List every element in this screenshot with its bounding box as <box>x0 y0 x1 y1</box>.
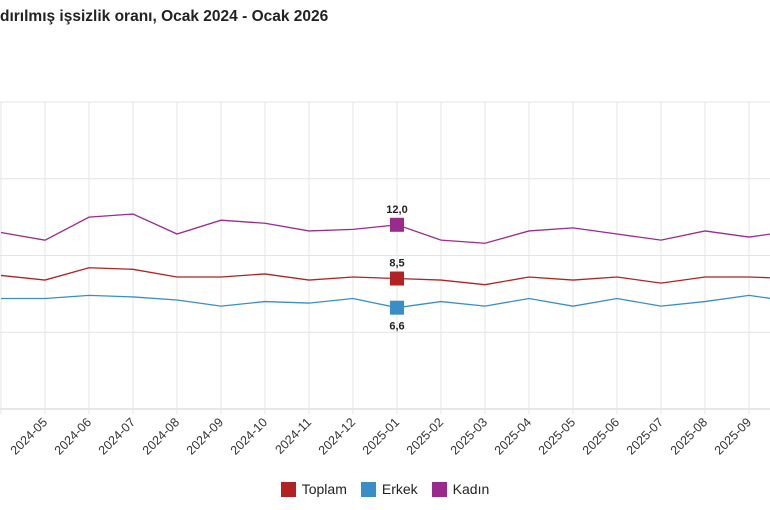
legend-label-erkek: Erkek <box>381 481 418 497</box>
legend-label-toplam: Toplam <box>301 481 347 497</box>
x-tick-label: 2025-04 <box>492 415 534 457</box>
x-tick-label: 2025-07 <box>624 415 666 457</box>
x-tick-label: 2024-10 <box>228 415 270 457</box>
x-tick-label: 2024-08 <box>140 415 182 457</box>
data-label-toplam: 8,5 <box>389 258 404 270</box>
x-tick-label: 2024-06 <box>52 415 94 457</box>
x-tick-label: 2025-06 <box>580 415 622 457</box>
chart-title: dırılmış işsizlik oranı, Ocak 2024 - Oca… <box>0 8 329 25</box>
legend-item-erkek[interactable]: Erkek <box>360 481 418 497</box>
legend-swatch-toplam <box>280 481 296 497</box>
x-tick-label: 2025-03 <box>448 415 490 457</box>
legend: Toplam Erkek Kadın <box>0 481 770 497</box>
x-tick-label: 2025-05 <box>536 415 578 457</box>
x-tick-label: 2025-01 <box>360 415 402 457</box>
series-line-toplam <box>0 267 770 286</box>
x-tick-label: 2024-09 <box>184 415 226 457</box>
x-tick-label: 2024-12 <box>316 415 358 457</box>
highlight-marker-toplam <box>390 271 404 286</box>
highlight-marker-kadın <box>390 217 404 232</box>
legend-label-kadin: Kadın <box>452 481 490 497</box>
legend-swatch-kadin <box>431 481 447 497</box>
x-tick-label: 2025-08 <box>668 415 710 457</box>
x-tick-label: 2024-05 <box>8 415 50 457</box>
highlight-marker-erkek <box>390 300 404 315</box>
x-tick-label: 2024-11 <box>272 415 314 457</box>
x-tick-label: 2024-07 <box>96 415 138 457</box>
legend-item-toplam[interactable]: Toplam <box>280 481 347 497</box>
series-line-erkek <box>1 294 770 309</box>
legend-swatch-erkek <box>360 481 376 497</box>
x-tick-label: 2025-02 <box>404 415 446 457</box>
line-chart: 2024-05 2024-06 2024-07 2024-08 2024-09 2024-… <box>0 101 770 458</box>
data-label-erkek: 6,6 <box>389 321 404 333</box>
data-label-kadın: 12,0 <box>386 204 407 216</box>
legend-item-kadin[interactable]: Kadın <box>431 481 490 497</box>
x-tick-label: 2025-09 <box>712 415 754 457</box>
series-line-kadın <box>0 213 770 244</box>
